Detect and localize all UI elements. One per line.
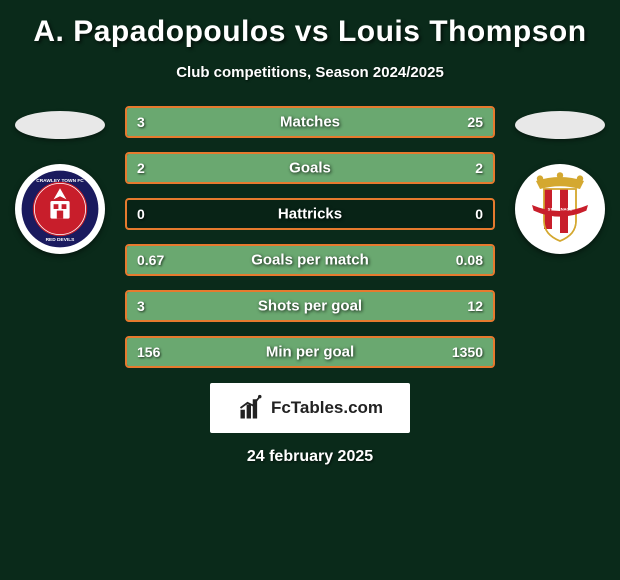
comparison-card: A. Papadopoulos vs Louis Thompson Club c…: [0, 0, 620, 476]
stat-value-right: 2: [475, 160, 483, 176]
right-oval: [515, 111, 605, 139]
left-column: CRAWLEY TOWN FC RED DEVILS: [5, 106, 115, 254]
svg-text:RED DEVILS: RED DEVILS: [46, 237, 76, 243]
stat-value-right: 0: [475, 206, 483, 222]
stat-value-left: 0.67: [137, 252, 164, 268]
fill-right: [310, 154, 493, 182]
left-team-badge: CRAWLEY TOWN FC RED DEVILS: [15, 164, 105, 254]
fill-left: [127, 108, 166, 136]
stat-bar: 156 1350 Min per goal: [125, 336, 495, 368]
stat-value-right: 12: [467, 298, 483, 314]
main-row: CRAWLEY TOWN FC RED DEVILS 3 25 Matches 2 2 G…: [0, 106, 620, 368]
subtitle: Club competitions, Season 2024/2025: [0, 64, 620, 81]
chart-icon: [237, 394, 265, 422]
stat-value-right: 25: [467, 114, 483, 130]
stat-value-right: 0.08: [456, 252, 483, 268]
stat-value-left: 3: [137, 298, 145, 314]
stats-bars: 3 25 Matches 2 2 Goals 0 0 Hattricks 0.67 0.08 Goal…: [125, 106, 495, 368]
stevenage-icon: STEVENAGE: [520, 169, 600, 249]
stat-bar: 3 25 Matches: [125, 106, 495, 138]
svg-text:STEVENAGE: STEVENAGE: [548, 207, 573, 212]
stat-bar: 0.67 0.08 Goals per match: [125, 244, 495, 276]
stat-label: Matches: [280, 114, 340, 131]
left-oval: [15, 111, 105, 139]
stat-label: Shots per goal: [258, 298, 362, 315]
svg-text:CRAWLEY TOWN FC: CRAWLEY TOWN FC: [36, 178, 84, 184]
stat-bar: 0 0 Hattricks: [125, 198, 495, 230]
stat-label: Min per goal: [266, 344, 354, 361]
page-title: A. Papadopoulos vs Louis Thompson: [0, 15, 620, 49]
stat-value-left: 156: [137, 344, 160, 360]
crawley-town-icon: CRAWLEY TOWN FC RED DEVILS: [20, 169, 100, 249]
stat-value-left: 3: [137, 114, 145, 130]
stat-bar: 3 12 Shots per goal: [125, 290, 495, 322]
fctables-logo: FcTables.com: [210, 383, 410, 433]
stat-value-right: 1350: [452, 344, 483, 360]
stat-bar: 2 2 Goals: [125, 152, 495, 184]
stat-label: Goals per match: [251, 252, 369, 269]
stat-label: Hattricks: [278, 206, 342, 223]
right-team-badge: STEVENAGE: [515, 164, 605, 254]
stat-value-left: 0: [137, 206, 145, 222]
date-label: 24 february 2025: [0, 448, 620, 466]
stat-label: Goals: [289, 160, 331, 177]
fill-left: [127, 154, 310, 182]
right-column: STEVENAGE: [505, 106, 615, 254]
stat-value-left: 2: [137, 160, 145, 176]
logo-text: FcTables.com: [271, 398, 383, 418]
